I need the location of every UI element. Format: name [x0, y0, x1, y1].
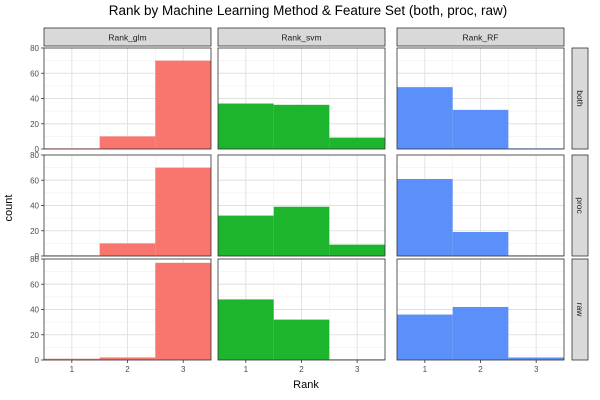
facet-strip-Rank_svm — [217, 27, 386, 47]
bar-Rank_RF-raw-3 — [508, 357, 564, 360]
panel-border — [396, 154, 565, 257]
y-tick-label: 0 — [35, 356, 40, 365]
y-tick-label: 80 — [30, 44, 39, 53]
y-tick-label: 80 — [30, 151, 39, 160]
facet-strip-label-raw: raw — [575, 303, 585, 318]
y-tick-label: 20 — [30, 331, 39, 340]
facet-strip-label-Rank_svm: Rank_svm — [281, 33, 321, 43]
y-tick-label: 40 — [30, 95, 39, 104]
bar-Rank_RF-both-1 — [397, 87, 453, 149]
x-axis-title: Rank — [293, 379, 319, 391]
panel-border — [217, 154, 386, 257]
x-tick-label: 2 — [478, 365, 483, 374]
panel-Rank_glm-proc — [43, 154, 212, 257]
panel-Rank_RF-both — [396, 47, 565, 150]
bar-Rank_svm-proc-3 — [329, 244, 385, 256]
panel-Rank_svm-both — [217, 47, 386, 150]
y-tick-label: 80 — [30, 255, 39, 264]
panel-Rank_RF-raw — [396, 258, 565, 361]
facet-grid: Rank_glm Rank_svm Rank_RFbothprocraw020406… — [30, 27, 589, 374]
facet-strip-Rank_RF — [396, 27, 565, 47]
y-tick-label: 40 — [30, 202, 39, 211]
bar-Rank_svm-raw-2 — [273, 319, 330, 360]
bar-Rank_svm-proc-2 — [273, 206, 330, 256]
bar-Rank_RF-raw-2 — [452, 306, 509, 360]
facet-strip-label-both: both — [575, 90, 585, 107]
facet-strip-label-Rank_glm: Rank_glm — [108, 33, 146, 43]
x-tick-label: 3 — [355, 365, 360, 374]
bar-Rank_svm-both-1 — [218, 103, 274, 149]
facet-strip-proc — [571, 154, 589, 257]
x-tick-label: 3 — [534, 365, 539, 374]
panel-Rank_glm-raw — [43, 258, 212, 361]
bar-Rank_glm-proc-3 — [155, 167, 211, 256]
y-tick-label: 0 — [35, 252, 40, 261]
bar-Rank_svm-both-3 — [329, 137, 385, 149]
y-tick-label: 60 — [30, 176, 39, 185]
y-tick-label: 0 — [35, 145, 40, 154]
bar-Rank_glm-both-3 — [155, 60, 211, 149]
panel-Rank_RF-proc — [396, 154, 565, 257]
facet-strip-label-proc: proc — [575, 197, 585, 214]
y-tick-label: 40 — [30, 306, 39, 315]
panel-Rank_glm-both — [43, 47, 212, 150]
panel-border — [396, 47, 565, 150]
y-tick-label: 20 — [30, 120, 39, 129]
bar-Rank_glm-raw-1 — [44, 358, 100, 360]
x-tick-label: 2 — [125, 365, 130, 374]
x-tick-label: 1 — [244, 365, 249, 374]
facet-strip-raw — [571, 258, 589, 361]
y-tick-label: 20 — [30, 227, 39, 236]
panel-Rank_svm-proc — [217, 154, 386, 257]
bar-Rank_glm-raw-2 — [99, 357, 156, 360]
bar-Rank_svm-both-2 — [273, 104, 330, 149]
bar-Rank_glm-both-2 — [99, 136, 156, 149]
facet-strip-both — [571, 47, 589, 150]
panel-Rank_svm-raw — [217, 258, 386, 361]
chart-title: Rank by Machine Learning Method & Featur… — [109, 3, 507, 18]
bar-Rank_RF-raw-1 — [397, 314, 453, 360]
x-tick-label: 3 — [181, 365, 186, 374]
y-axis-title: count — [3, 195, 15, 222]
bar-Rank_svm-proc-1 — [218, 215, 274, 256]
facet-strip-Rank_glm — [43, 27, 212, 47]
bar-Rank_RF-both-2 — [452, 109, 509, 149]
facet-strip-label-Rank_RF: Rank_RF — [463, 33, 499, 43]
bar-Rank_svm-raw-1 — [218, 299, 274, 360]
x-tick-label: 2 — [299, 365, 304, 374]
y-tick-label: 60 — [30, 280, 39, 289]
bar-Rank_RF-proc-2 — [452, 232, 509, 256]
bar-Rank_RF-proc-1 — [397, 178, 453, 256]
x-tick-label: 1 — [70, 365, 75, 374]
panel-border — [217, 47, 386, 150]
bar-Rank_glm-raw-3 — [155, 262, 211, 360]
bar-Rank_glm-proc-2 — [99, 243, 156, 256]
y-tick-label: 60 — [30, 69, 39, 78]
x-tick-label: 1 — [423, 365, 428, 374]
